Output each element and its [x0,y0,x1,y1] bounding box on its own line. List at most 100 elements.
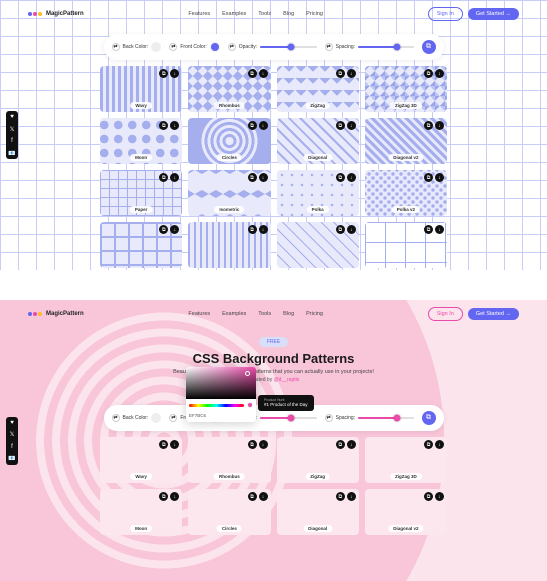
download-icon[interactable]: ↓ [259,440,268,449]
pattern-card[interactable]: ⧉↓Wavy [100,66,182,112]
nav-features[interactable]: Features [188,11,210,17]
pattern-card[interactable]: ⧉↓Polka [277,170,359,216]
copy-css-button[interactable]: ⧉ [422,40,436,54]
getstarted-button[interactable]: Get Started → [468,308,519,320]
social-twitter[interactable]: 𝕏 [6,429,18,441]
opacity-slider[interactable] [260,417,317,419]
copy-icon[interactable]: ⧉ [248,225,257,234]
pattern-card[interactable]: ⧉↓Diagonal v2 [365,118,447,164]
nav-blog[interactable]: Blog [283,311,294,317]
producthunt-badge[interactable]: Product Hunt #1 Product of the Day [258,395,314,411]
pattern-card[interactable]: ⧉↓Moon [100,118,182,164]
nav-examples[interactable]: Examples [222,311,246,317]
nav-tools[interactable]: Tools [258,311,271,317]
shuffle-back-icon[interactable]: ⇄ [112,43,120,51]
download-icon[interactable]: ↓ [170,173,179,182]
copy-icon[interactable]: ⧉ [248,492,257,501]
opacity-slider[interactable] [260,46,317,48]
copy-icon[interactable]: ⧉ [424,121,433,130]
logo[interactable]: MagicPattern [28,311,84,317]
download-icon[interactable]: ↓ [170,440,179,449]
pattern-card[interactable]: ⧉↓ [365,222,447,268]
copy-icon[interactable]: ⧉ [336,225,345,234]
pattern-card[interactable]: ⧉↓ [100,222,182,268]
nav-tools[interactable]: Tools [258,11,271,17]
pattern-card[interactable]: ⧉↓ [188,222,270,268]
color-picker[interactable]: EF7BC6 [186,367,256,422]
shuffle-front-icon[interactable]: ⇄ [169,414,177,422]
copy-icon[interactable]: ⧉ [159,225,168,234]
pattern-card[interactable]: ⧉↓Polka v2 [365,170,447,216]
download-icon[interactable]: ↓ [170,492,179,501]
copy-icon[interactable]: ⧉ [424,69,433,78]
copy-icon[interactable]: ⧉ [336,69,345,78]
social-like[interactable]: ♥ [6,417,18,429]
download-icon[interactable]: ↓ [435,225,444,234]
shuffle-back-icon[interactable]: ⇄ [112,414,120,422]
pattern-card[interactable]: ⧉↓Rhombus [188,437,270,483]
pattern-card[interactable]: ⧉↓Paper [100,170,182,216]
spacing-slider[interactable] [358,417,413,419]
nav-features[interactable]: Features [188,311,210,317]
nav-examples[interactable]: Examples [222,11,246,17]
download-icon[interactable]: ↓ [170,121,179,130]
pattern-card[interactable]: ⧉↓Isometric [188,170,270,216]
signin-button[interactable]: Sign In [428,7,463,21]
download-icon[interactable]: ↓ [347,69,356,78]
download-icon[interactable]: ↓ [170,69,179,78]
download-icon[interactable]: ↓ [347,225,356,234]
nav-pricing[interactable]: Pricing [306,311,323,317]
color-picker-hex[interactable]: EF7BC6 [186,411,256,422]
download-icon[interactable]: ↓ [435,69,444,78]
copy-icon[interactable]: ⧉ [248,121,257,130]
signin-button[interactable]: Sign In [428,307,463,321]
download-icon[interactable]: ↓ [435,440,444,449]
shuffle-spacing-icon[interactable]: ⇄ [325,43,333,51]
back-color-swatch[interactable] [151,413,161,423]
shuffle-opacity-icon[interactable]: ⇄ [228,43,236,51]
pattern-card[interactable]: ⧉↓Rhombus [188,66,270,112]
copy-icon[interactable]: ⧉ [336,440,345,449]
pattern-card[interactable]: ⧉↓Wavy [100,437,182,483]
copy-icon[interactable]: ⧉ [424,173,433,182]
download-icon[interactable]: ↓ [435,173,444,182]
shuffle-spacing-icon[interactable]: ⇄ [325,414,333,422]
pattern-card[interactable]: ⧉↓ [277,222,359,268]
pattern-card[interactable]: ⧉↓ZigZag [277,66,359,112]
nav-pricing[interactable]: Pricing [306,11,323,17]
download-icon[interactable]: ↓ [259,225,268,234]
download-icon[interactable]: ↓ [347,492,356,501]
copy-icon[interactable]: ⧉ [248,440,257,449]
download-icon[interactable]: ↓ [435,492,444,501]
color-picker-sat[interactable] [186,367,256,399]
social-facebook[interactable]: f [6,441,18,453]
copy-icon[interactable]: ⧉ [336,173,345,182]
copy-icon[interactable]: ⧉ [336,121,345,130]
copy-icon[interactable]: ⧉ [424,225,433,234]
copy-css-button[interactable]: ⧉ [422,411,436,425]
pattern-card[interactable]: ⧉↓ZigZag 3D [365,66,447,112]
front-color-swatch[interactable] [210,42,220,52]
pattern-card[interactable]: ⧉↓Diagonal v2 [365,489,447,535]
copy-icon[interactable]: ⧉ [159,69,168,78]
back-color-swatch[interactable] [151,42,161,52]
pattern-card[interactable]: ⧉↓Moon [100,489,182,535]
social-twitter[interactable]: 𝕏 [6,123,18,135]
pattern-card[interactable]: ⧉↓Diagonal [277,118,359,164]
social-email[interactable]: 📧 [6,147,18,159]
credit-link[interactable]: @d__raptis [274,377,300,383]
shuffle-front-icon[interactable]: ⇄ [169,43,177,51]
social-email[interactable]: 📧 [6,453,18,465]
download-icon[interactable]: ↓ [170,225,179,234]
pattern-card[interactable]: ⧉↓ZigZag 3D [365,437,447,483]
copy-icon[interactable]: ⧉ [159,121,168,130]
copy-icon[interactable]: ⧉ [159,440,168,449]
copy-icon[interactable]: ⧉ [159,173,168,182]
download-icon[interactable]: ↓ [259,69,268,78]
pattern-card[interactable]: ⧉↓Circles [188,118,270,164]
copy-icon[interactable]: ⧉ [424,492,433,501]
copy-icon[interactable]: ⧉ [424,440,433,449]
download-icon[interactable]: ↓ [259,121,268,130]
copy-icon[interactable]: ⧉ [336,492,345,501]
social-facebook[interactable]: f [6,135,18,147]
